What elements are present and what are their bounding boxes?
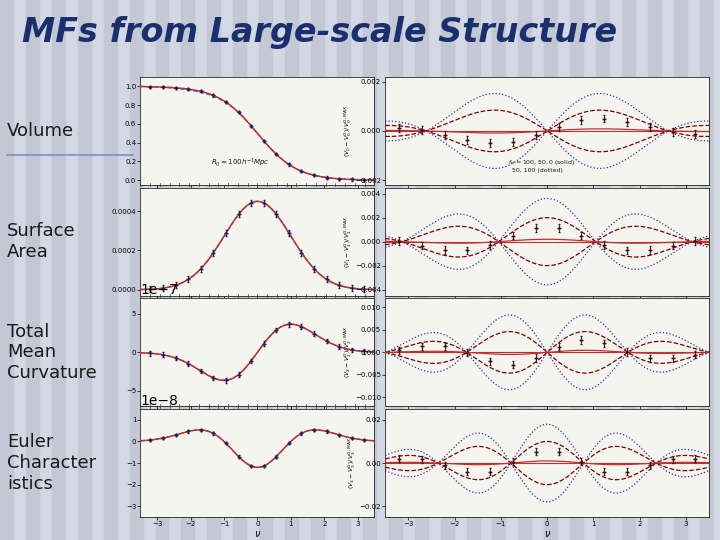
Text: Euler
Character
istics: Euler Character istics	[7, 433, 96, 493]
Y-axis label: $(V_2-V_2^G)/V_2^{G,MAX}$: $(V_2-V_2^G)/V_2^{G,MAX}$	[342, 326, 354, 379]
Text: MFs from Large-scale Structure: MFs from Large-scale Structure	[22, 16, 617, 49]
Y-axis label: $(V_1-V_1^G)/V_1^{G,MAX}$: $(V_1-V_1^G)/V_1^{G,MAX}$	[342, 215, 354, 268]
Y-axis label: $(V_0-V_0^G)/V_0^{G,MAX}$: $(V_0-V_0^G)/V_0^{G,MAX}$	[342, 105, 354, 157]
X-axis label: $\nu$: $\nu$	[253, 529, 261, 538]
Text: $R_0=100h^{-1}Mpc$: $R_0=100h^{-1}Mpc$	[211, 157, 269, 169]
Y-axis label: $(V_3-V_3^G)/V_3^{G,MAX}$: $(V_3-V_3^G)/V_3^{G,MAX}$	[346, 437, 358, 489]
Text: Surface
Area: Surface Area	[7, 222, 76, 261]
Text: $f_{nl}=100,50,0$ (solid)
  50, 100 (dotted): $f_{nl}=100,50,0$ (solid) 50, 100 (dotte…	[508, 158, 575, 173]
X-axis label: $\nu$: $\nu$	[544, 529, 551, 538]
Text: Total
Mean
Curvature: Total Mean Curvature	[7, 322, 97, 382]
Text: Volume: Volume	[7, 122, 74, 140]
